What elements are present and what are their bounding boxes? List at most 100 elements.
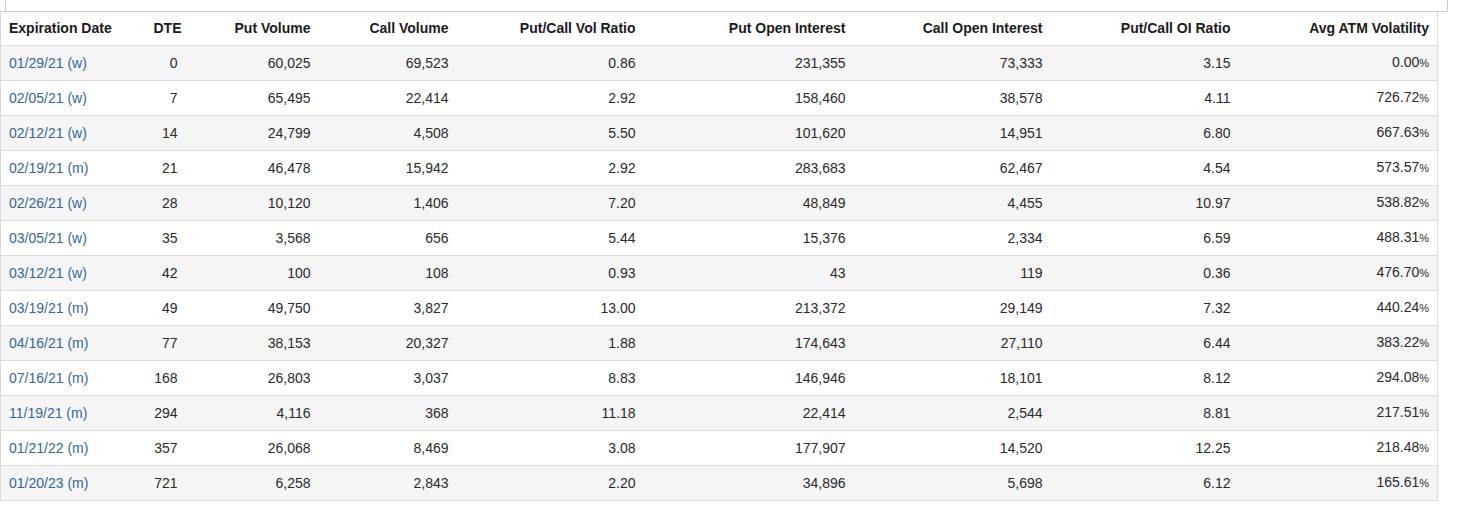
cell-call_open_interest: 14,951 [854,116,1051,151]
cell-call_open_interest: 4,455 [854,186,1051,221]
cell-put_volume: 49,750 [186,291,319,326]
table-row: 01/21/22 (m)35726,0688,4693.08177,90714,… [1,431,1438,466]
cell-call_open_interest: 5,698 [854,466,1051,501]
cell-avg_atm_volatility: 294.08% [1239,361,1438,396]
cell-put_open_interest: 158,460 [644,81,854,116]
percent-sign: % [1419,372,1429,384]
column-header-put_volume[interactable]: Put Volume [186,12,319,46]
cell-dte: 28 [146,186,186,221]
table-row: 04/16/21 (m)7738,15320,3271.88174,64327,… [1,326,1438,361]
cell-call_volume: 4,508 [319,116,457,151]
cell-call_volume: 15,942 [319,151,457,186]
cell-dte: 49 [146,291,186,326]
cell-put_call_vol_ratio: 0.93 [457,256,644,291]
percent-sign: % [1419,442,1429,454]
top-panel-left-border [5,0,6,12]
column-header-avg_atm_volatility[interactable]: Avg ATM Volatility [1239,12,1438,46]
expiration-date-link[interactable]: 03/19/21 (m) [9,300,88,316]
cell-put_call_vol_ratio: 11.18 [457,396,644,431]
percent-sign: % [1419,337,1429,349]
percent-value: 218.48 [1376,439,1419,455]
column-header-expiration_date[interactable]: Expiration Date [1,12,146,46]
column-header-put_open_interest[interactable]: Put Open Interest [644,12,854,46]
percent-sign: % [1419,477,1429,489]
cell-put_call_oi_ratio: 6.59 [1051,221,1239,256]
cell-avg_atm_volatility: 573.57% [1239,151,1438,186]
cell-put_call_oi_ratio: 6.44 [1051,326,1239,361]
percent-value: 294.08 [1376,369,1419,385]
table-header: Expiration DateDTEPut VolumeCall VolumeP… [1,12,1438,46]
cell-call_open_interest: 2,544 [854,396,1051,431]
options-expirations-table: Expiration DateDTEPut VolumeCall VolumeP… [0,12,1438,501]
table-row: 01/29/21 (w)060,02569,5230.86231,35573,3… [1,46,1438,81]
percent-value: 476.70 [1376,264,1419,280]
cell-call_volume: 69,523 [319,46,457,81]
cell-call_volume: 8,469 [319,431,457,466]
cell-call_open_interest: 62,467 [854,151,1051,186]
percent-value: 667.63 [1376,124,1419,140]
cell-put_call_oi_ratio: 8.81 [1051,396,1239,431]
cell-avg_atm_volatility: 383.22% [1239,326,1438,361]
cell-put_open_interest: 146,946 [644,361,854,396]
column-header-call_open_interest[interactable]: Call Open Interest [854,12,1051,46]
percent-sign: % [1419,57,1429,69]
expiration-date-link[interactable]: 01/29/21 (w) [9,55,87,71]
cell-put_call_oi_ratio: 12.25 [1051,431,1239,466]
cell-avg_atm_volatility: 667.63% [1239,116,1438,151]
expiration-date-link[interactable]: 03/05/21 (w) [9,230,87,246]
expiration-date-link[interactable]: 01/20/23 (m) [9,475,88,491]
percent-value: 538.82 [1376,194,1419,210]
expiration-date-link[interactable]: 02/12/21 (w) [9,125,87,141]
cell-call_volume: 22,414 [319,81,457,116]
cell-put_volume: 26,068 [186,431,319,466]
expiration-date-link[interactable]: 11/19/21 (m) [9,405,87,421]
cell-avg_atm_volatility: 488.31% [1239,221,1438,256]
expiration-date-link[interactable]: 02/26/21 (w) [9,195,87,211]
cell-put_open_interest: 213,372 [644,291,854,326]
cell-expiration_date: 03/19/21 (m) [1,291,146,326]
percent-sign: % [1419,407,1429,419]
percent-value: 726.72 [1376,89,1419,105]
cell-expiration_date: 01/20/23 (m) [1,466,146,501]
cell-dte: 14 [146,116,186,151]
cell-put_volume: 6,258 [186,466,319,501]
table-row: 02/26/21 (w)2810,1201,4067.2048,8494,455… [1,186,1438,221]
expiration-date-link[interactable]: 04/16/21 (m) [9,335,88,351]
expiration-date-link[interactable]: 02/19/21 (m) [9,160,88,176]
column-header-put_call_vol_ratio[interactable]: Put/Call Vol Ratio [457,12,644,46]
cell-dte: 721 [146,466,186,501]
cell-avg_atm_volatility: 476.70% [1239,256,1438,291]
cell-dte: 35 [146,221,186,256]
table-row: 02/05/21 (w)765,49522,4142.92158,46038,5… [1,81,1438,116]
cell-put_call_vol_ratio: 7.20 [457,186,644,221]
cell-put_call_vol_ratio: 2.92 [457,151,644,186]
percent-value: 488.31 [1376,229,1419,245]
cell-call_volume: 108 [319,256,457,291]
expiration-date-link[interactable]: 01/21/22 (m) [9,440,88,456]
cell-avg_atm_volatility: 538.82% [1239,186,1438,221]
table-row: 03/05/21 (w)353,5686565.4415,3762,3346.5… [1,221,1438,256]
cell-expiration_date: 11/19/21 (m) [1,396,146,431]
cell-put_open_interest: 174,643 [644,326,854,361]
table-row: 02/12/21 (w)1424,7994,5085.50101,62014,9… [1,116,1438,151]
cell-put_volume: 46,478 [186,151,319,186]
column-header-put_call_oi_ratio[interactable]: Put/Call OI Ratio [1051,12,1239,46]
cell-expiration_date: 03/12/21 (w) [1,256,146,291]
percent-sign: % [1419,127,1429,139]
expiration-date-link[interactable]: 03/12/21 (w) [9,265,87,281]
expiration-date-link[interactable]: 07/16/21 (m) [9,370,88,386]
cell-call_open_interest: 27,110 [854,326,1051,361]
column-header-dte[interactable]: DTE [146,12,186,46]
column-header-call_volume[interactable]: Call Volume [319,12,457,46]
table-header-row: Expiration DateDTEPut VolumeCall VolumeP… [1,12,1438,46]
cell-put_call_vol_ratio: 0.86 [457,46,644,81]
table-row: 03/19/21 (m)4949,7503,82713.00213,37229,… [1,291,1438,326]
cell-avg_atm_volatility: 440.24% [1239,291,1438,326]
expiration-date-link[interactable]: 02/05/21 (w) [9,90,87,106]
cell-put_call_oi_ratio: 6.80 [1051,116,1239,151]
cell-call_open_interest: 14,520 [854,431,1051,466]
table-row: 07/16/21 (m)16826,8033,0378.83146,94618,… [1,361,1438,396]
table-body: 01/29/21 (w)060,02569,5230.86231,35573,3… [1,46,1438,501]
cell-expiration_date: 01/29/21 (w) [1,46,146,81]
cell-put_volume: 38,153 [186,326,319,361]
